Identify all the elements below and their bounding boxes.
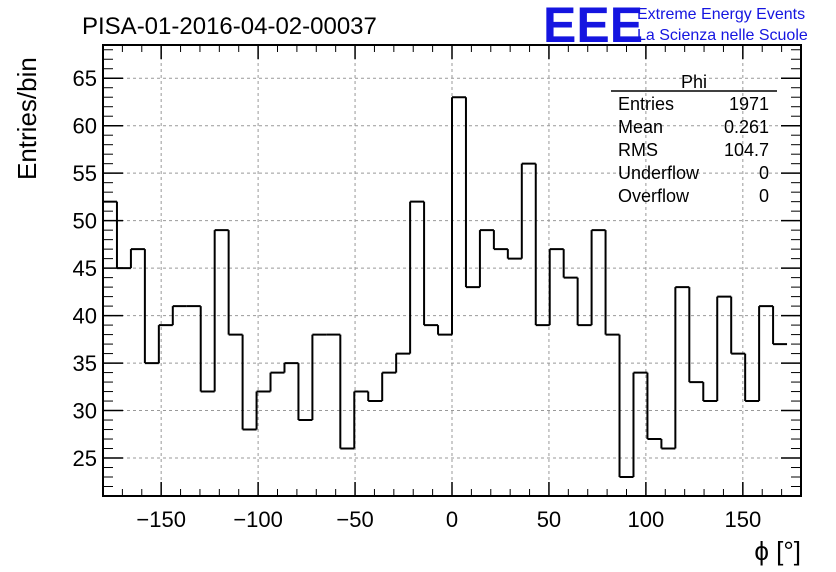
stats-box: Phi Entries 1971 Mean 0.261 RMS 104.7 Underflo… bbox=[611, 72, 777, 206]
stats-row-label: RMS bbox=[618, 140, 658, 160]
histogram-bin bbox=[437, 325, 452, 336]
histogram-bin bbox=[506, 249, 522, 260]
x-tick-label: 100 bbox=[628, 507, 665, 532]
histogram-bin bbox=[548, 248, 564, 326]
histogram-bin bbox=[311, 333, 327, 421]
histogram-bin bbox=[464, 97, 480, 289]
histogram-bin bbox=[269, 371, 285, 392]
y-tick-label: 65 bbox=[73, 66, 97, 91]
histogram-bin bbox=[227, 230, 243, 336]
eee-logo-line2: La Scienza nelle Scuole bbox=[637, 27, 808, 44]
histogram-bin bbox=[423, 201, 439, 327]
stats-row-label: Entries bbox=[618, 94, 674, 114]
histogram-bin bbox=[353, 390, 369, 449]
x-tick-label: 0 bbox=[446, 507, 458, 532]
stats-row-value: 0 bbox=[759, 186, 769, 206]
histogram-bin bbox=[381, 371, 397, 402]
histogram-bin bbox=[367, 391, 383, 403]
stats-rows: Entries 1971 Mean 0.261 RMS 104.7 Underflow 0 Ov… bbox=[618, 94, 769, 206]
y-tick-label: 40 bbox=[73, 304, 97, 329]
axis-ticks bbox=[102, 45, 802, 496]
histogram-bin bbox=[562, 249, 578, 279]
histogram-bin bbox=[339, 334, 355, 450]
histogram-bin bbox=[143, 249, 159, 365]
x-tick-label: −50 bbox=[336, 507, 373, 532]
stats-row-value: 1971 bbox=[729, 94, 769, 114]
histogram-bin bbox=[772, 306, 788, 346]
y-tick-label: 60 bbox=[73, 114, 97, 139]
histogram-bin bbox=[604, 230, 620, 336]
stats-row-value: 104.7 bbox=[724, 140, 769, 160]
y-axis-title: Entries/bin bbox=[12, 57, 42, 180]
histogram-bin bbox=[478, 229, 494, 288]
histogram-bin bbox=[241, 334, 257, 431]
histogram-bin bbox=[115, 201, 131, 270]
histogram-bin bbox=[283, 362, 299, 373]
histogram-bin bbox=[744, 353, 760, 403]
histogram-series bbox=[103, 96, 788, 479]
histogram-bin bbox=[576, 277, 592, 327]
stats-row-label: Mean bbox=[618, 117, 663, 137]
stats-row-label: Underflow bbox=[618, 163, 700, 183]
y-tick-label: 30 bbox=[73, 399, 97, 424]
histogram-bin bbox=[632, 371, 648, 478]
histogram-bin bbox=[590, 229, 606, 326]
x-tick-label: 150 bbox=[724, 507, 761, 532]
x-axis-title: ϕ [°] bbox=[754, 536, 801, 566]
y-tick-label: 35 bbox=[73, 351, 97, 376]
y-tick-label: 55 bbox=[73, 161, 97, 186]
histogram-bin bbox=[674, 286, 690, 449]
histogram-bin bbox=[688, 287, 704, 384]
histogram-bin bbox=[157, 324, 173, 364]
histogram-bin bbox=[534, 163, 550, 327]
eee-logo: EEE Extreme Energy Events La Scienza nel… bbox=[543, 0, 808, 53]
x-tick-label: −100 bbox=[233, 507, 283, 532]
stats-box-title: Phi bbox=[681, 72, 707, 92]
histogram-bin bbox=[758, 305, 774, 402]
histogram-bin bbox=[618, 334, 634, 479]
histogram-bin bbox=[660, 439, 676, 450]
histogram-bin bbox=[409, 200, 425, 354]
chart-title: PISA-01-2016-04-02-00037 bbox=[82, 13, 377, 40]
histogram-bin bbox=[129, 248, 145, 269]
eee-logo-line1: Extreme Energy Events bbox=[637, 6, 805, 23]
histogram-bin bbox=[213, 229, 229, 392]
histogram-bin bbox=[716, 295, 732, 402]
tick-labels: −150 −100 −50 0 50 100 150 25 30 35 40 45 50 55 60 65 bbox=[73, 66, 762, 532]
x-tick-label: 50 bbox=[537, 507, 561, 532]
x-tick-label: −150 bbox=[136, 507, 186, 532]
histogram-bin bbox=[395, 352, 411, 373]
histogram-bin bbox=[702, 382, 718, 403]
y-tick-label: 25 bbox=[73, 446, 97, 471]
stats-row-value: 0 bbox=[759, 163, 769, 183]
histogram-bin bbox=[171, 305, 187, 326]
histogram-bin bbox=[492, 230, 508, 251]
histogram-bin bbox=[451, 96, 466, 335]
histogram-bin bbox=[297, 363, 313, 422]
y-tick-label: 45 bbox=[73, 256, 97, 281]
stats-row-value: 0.261 bbox=[724, 117, 769, 137]
histogram-bin bbox=[199, 306, 215, 393]
y-tick-label: 50 bbox=[73, 209, 97, 234]
stats-row-label: Overflow bbox=[618, 186, 690, 206]
histogram-bin bbox=[520, 162, 536, 259]
histogram-bin bbox=[255, 390, 271, 430]
histogram-bin bbox=[730, 296, 746, 355]
histogram-bin bbox=[646, 372, 662, 441]
